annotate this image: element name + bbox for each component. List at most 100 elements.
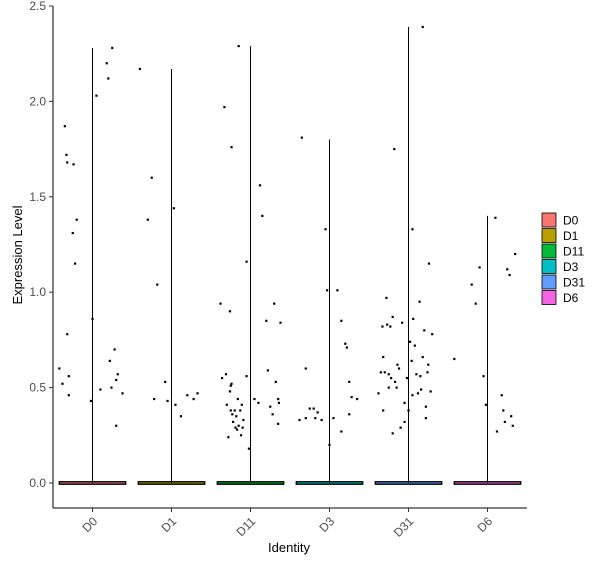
data-point [153,397,156,401]
data-point [403,401,406,404]
data-point [328,443,331,446]
data-point [416,392,420,395]
data-point [427,262,431,265]
data-point [419,375,422,378]
data-point [75,218,78,221]
legend-label-D1: D1 [563,229,579,243]
data-point [95,94,98,97]
data-point [235,415,238,418]
data-point [174,403,177,406]
data-point [121,392,124,395]
data-point [495,430,499,433]
data-point [332,417,335,420]
data-point [113,348,116,351]
violin-D11 [216,44,285,485]
data-point [89,399,93,403]
data-point [91,317,94,321]
data-point [111,46,114,50]
data-point [413,344,416,347]
data-point [237,44,240,48]
x-tick-label: D31 [391,514,417,540]
data-point [421,355,424,359]
data-point [412,317,415,321]
data-point [387,386,390,389]
data-point [298,418,301,422]
data-point [502,409,505,412]
data-point [242,418,245,422]
data-point [186,394,189,397]
data-point [228,310,232,313]
data-point [67,394,70,397]
data-point [391,315,394,319]
data-point [408,340,412,343]
data-point [99,388,102,391]
legend-label-D11: D11 [563,245,584,259]
data-point [235,428,239,431]
data-point [239,409,242,412]
data-point [241,426,244,429]
data-point [403,420,406,424]
x-tick-label: D3 [317,514,338,535]
data-point [387,373,390,376]
data-point [393,148,396,151]
data-point [482,375,485,378]
legend-swatch-D31 [541,274,557,290]
data-point [156,283,159,286]
data-point [350,396,353,399]
data-point [166,399,169,403]
data-point [150,176,153,179]
data-point [401,321,404,324]
data-point [220,376,224,380]
x-tick-label: D0 [80,514,101,535]
data-point [470,283,473,286]
data-point [345,346,348,349]
data-point [494,216,497,219]
data-point [415,373,418,376]
data-point [316,411,319,414]
data-point [231,413,234,416]
data-point [391,432,394,435]
x-tick-label: D1 [159,514,180,535]
legend-swatch-D0 [541,212,557,228]
y-tick-label: 0.5 [29,381,46,395]
data-point [326,289,329,292]
data-point [381,325,384,328]
data-point [239,434,243,437]
data-point [66,333,69,336]
data-point [420,388,423,391]
data-point [348,380,351,383]
y-axis-title: Expression Level [10,205,25,304]
data-point [63,125,66,128]
data-point [71,231,74,235]
y-tick-label: 1.0 [29,285,46,299]
data-point [429,390,432,393]
data-point [258,184,262,187]
x-tick-label: D11 [233,514,258,539]
data-point [179,415,183,418]
data-point [266,369,269,372]
data-point [233,409,236,412]
data-point [508,273,511,277]
data-point [261,214,264,217]
data-point [506,268,509,271]
data-point [164,380,167,383]
data-point [247,447,251,450]
data-point [65,153,68,156]
data-point [340,319,343,322]
data-point [236,397,239,401]
violin-D31 [374,25,443,485]
legend-swatch-D11 [541,243,557,259]
violin-D3 [295,136,364,485]
data-point [336,289,339,292]
data-point [232,420,235,424]
data-point [390,376,393,380]
y-tick-label: 1.5 [29,190,46,204]
data-point [389,325,392,328]
legend-label-D3: D3 [563,260,579,274]
data-point [421,25,424,29]
data-point [277,401,281,404]
data-point [320,418,323,422]
data-point [277,422,280,425]
legend-label-D0: D0 [563,214,579,228]
